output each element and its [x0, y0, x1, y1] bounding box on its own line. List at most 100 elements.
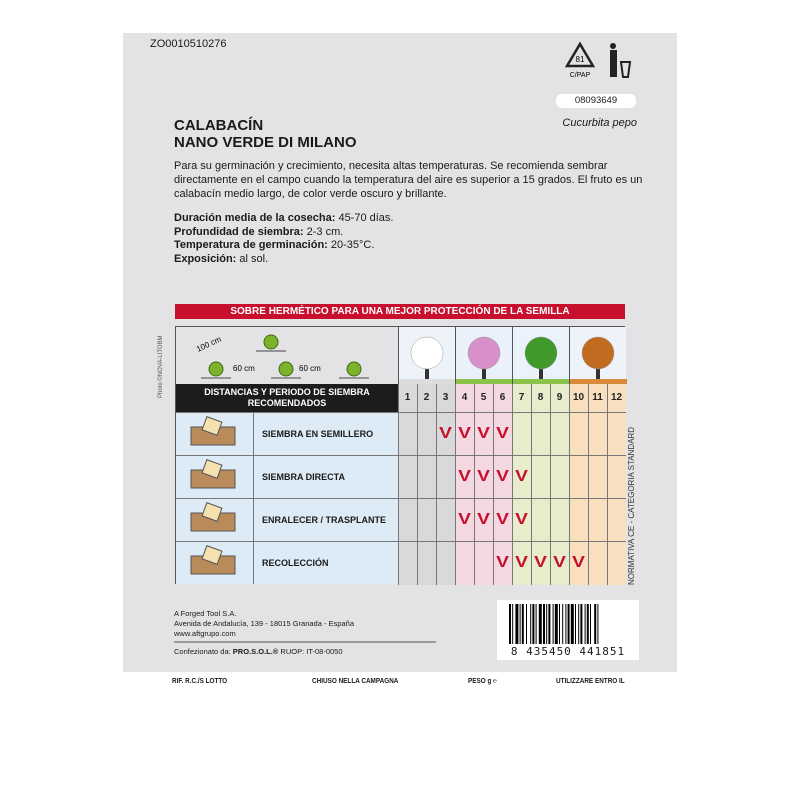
barcode-bar	[584, 604, 586, 644]
check-mark: V	[496, 425, 509, 442]
grid-cell	[607, 455, 626, 498]
barcode-bar	[548, 604, 551, 644]
spacing-plant-label: 60 cm	[299, 364, 321, 373]
grid-cell	[455, 455, 474, 498]
product-title: CALABACÍN NANO VERDE DI MILANO	[174, 117, 357, 151]
check-mark: V	[477, 511, 490, 528]
barcode-bar	[552, 604, 554, 644]
footer-weight: PESO g ℮	[468, 676, 497, 685]
banner: SOBRE HERMÉTICO PARA UNA MEJOR PROTECCIÓ…	[175, 304, 625, 319]
barcode-digits: 8 435450 441851	[510, 645, 626, 658]
fact: Exposición: al sol.	[174, 252, 269, 265]
normativa: NORMATIVA CE - CATEGORIA STANDARD	[627, 426, 636, 585]
check-mark: V	[477, 425, 490, 442]
grid-cell	[417, 455, 436, 498]
check-mark: V	[534, 554, 547, 571]
grid-cell	[417, 412, 436, 455]
check-mark: V	[458, 425, 471, 442]
divider	[174, 641, 436, 643]
fact: Profundidad de siembra: 2-3 cm.	[174, 225, 344, 238]
fact: Temperatura de germinación: 20-35°C.	[174, 239, 375, 251]
grid-cell	[512, 412, 531, 455]
grid-cell	[493, 541, 512, 584]
check-mark: V	[477, 468, 490, 485]
scientific-name: Cucurbita pepo	[562, 117, 637, 129]
barcode-bar	[597, 604, 599, 644]
barcode-bar	[519, 604, 521, 644]
grid-cell	[436, 541, 455, 584]
footer-closed: CHIUSO NELLA CAMPAGNA	[312, 676, 399, 685]
row-label: RECOLECCIÓN	[253, 541, 398, 584]
grid-cell	[607, 412, 626, 455]
photo-credit: Photo ©NOVA-LITOBM	[158, 335, 164, 398]
barcode-bar	[509, 604, 511, 644]
grid-cell	[398, 455, 417, 498]
direct-sowing-icon	[176, 455, 253, 498]
row-label: SIEMBRA DIRECTA	[253, 455, 398, 498]
barcode-bar	[559, 604, 560, 644]
grid-cell	[474, 541, 493, 584]
grid-cell	[398, 541, 417, 584]
check-mark: V	[572, 554, 585, 571]
barcode-bar	[575, 604, 576, 644]
spacing-illustration: 100 cm 60 cm 60 cm	[176, 327, 398, 384]
month-label: 5	[480, 392, 487, 403]
recycle-number: 81	[576, 55, 585, 64]
grid-cell	[474, 455, 493, 498]
barcode-bar	[526, 604, 527, 644]
grid-cell	[512, 498, 531, 541]
grid-cell	[607, 498, 626, 541]
product-code: ZO0010510276	[150, 38, 227, 50]
spacing-row-label: 100 cm	[195, 334, 223, 353]
grid-cell	[550, 541, 569, 584]
title-line: CALABACÍN	[174, 117, 264, 134]
plant-icon	[339, 361, 369, 379]
facts-list: Duración media de la cosecha: 45-70 días…	[174, 212, 393, 266]
check-mark: V	[496, 511, 509, 528]
description: Para su germinación y crecimiento, neces…	[174, 160, 643, 200]
grid-cell	[531, 498, 550, 541]
grid-cell	[607, 541, 626, 584]
barcode-bar	[530, 604, 532, 644]
harvest-basket-icon	[176, 541, 253, 584]
barcode-bar	[546, 604, 548, 644]
grid-cell	[436, 455, 455, 498]
grid-cell	[474, 412, 493, 455]
month-label: 8	[537, 392, 544, 403]
grid-cell	[417, 498, 436, 541]
barcode-bar	[554, 604, 558, 644]
seedbed-icon	[176, 412, 253, 455]
month-label: 3	[442, 392, 449, 403]
check-mark: V	[458, 511, 471, 528]
barcode-bar	[515, 604, 519, 644]
company-info: A Forged Tool S.A. Avenida de Andalucía, …	[174, 609, 354, 638]
grid-cell	[493, 412, 512, 455]
plant-icon	[271, 361, 301, 379]
barcode-bar	[532, 604, 535, 644]
sowing-calendar: 100 cm 60 cm 60 cm DISTANCIAS Y PERIODO DE …	[175, 326, 627, 585]
transplant-icon	[176, 498, 253, 541]
check-mark: V	[515, 511, 528, 528]
lot-number: 08093649	[556, 94, 636, 108]
grid-cell	[588, 412, 607, 455]
recycle-material: C/PAP	[570, 72, 591, 79]
footer-lot: RIF. R.C./S LOTTO	[172, 676, 228, 685]
barcode-bar	[562, 604, 564, 644]
barcode-bar	[512, 604, 514, 644]
grid-cell	[569, 541, 588, 584]
month-label: 9	[556, 392, 563, 403]
winter-tree-icon	[398, 327, 456, 384]
grid-cell	[569, 412, 588, 455]
plant-icon	[201, 361, 231, 379]
grid-cell	[436, 412, 455, 455]
barcode-bar	[565, 604, 567, 644]
bin-person-icon	[610, 43, 632, 78]
check-mark: V	[458, 468, 471, 485]
month-label: 11	[592, 392, 603, 403]
grid-cell	[455, 541, 474, 584]
grid-cell	[417, 541, 436, 584]
recycle-icon: 81 C/PAP	[564, 41, 632, 79]
check-mark: V	[553, 554, 566, 571]
grid-cell	[569, 498, 588, 541]
grid-cell	[493, 498, 512, 541]
